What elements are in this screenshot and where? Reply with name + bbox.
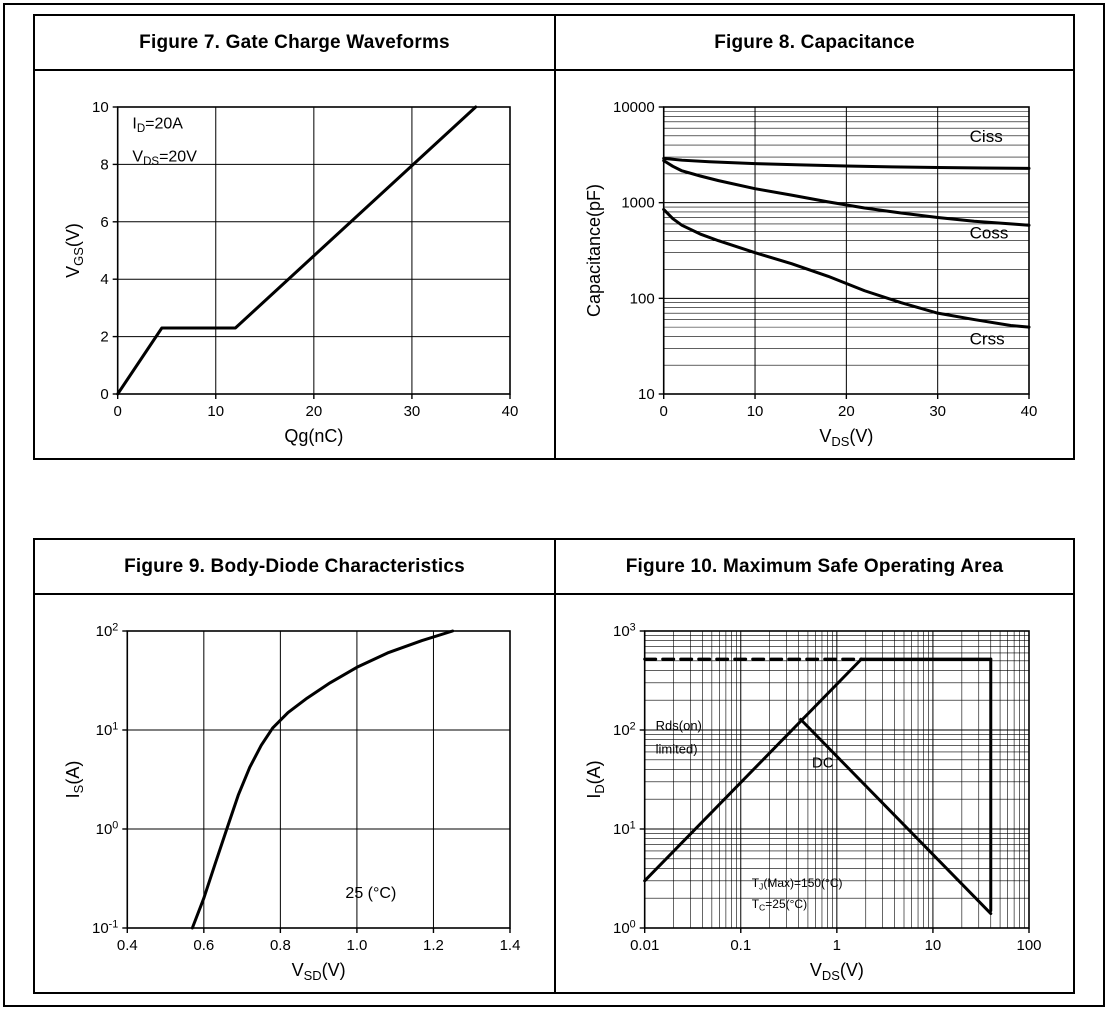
figure7-title: Figure 7. Gate Charge Waveforms xyxy=(35,16,554,71)
figure8-panel: Figure 8. Capacitance xyxy=(554,16,1073,458)
figure9-body-diode-chart xyxy=(35,595,554,992)
figure9-title: Figure 9. Body-Diode Characteristics xyxy=(35,540,554,595)
figure7-gate-charge-chart xyxy=(35,71,554,458)
figure10-soa-chart xyxy=(556,595,1073,992)
figure8-capacitance-chart xyxy=(556,71,1073,458)
figure10-panel: Figure 10. Maximum Safe Operating Area xyxy=(554,540,1073,992)
figure9-body xyxy=(35,595,554,992)
figure7-panel: Figure 7. Gate Charge Waveforms xyxy=(35,16,554,458)
figure10-body xyxy=(556,595,1073,992)
figure10-title: Figure 10. Maximum Safe Operating Area xyxy=(556,540,1073,595)
figure-table-top: Figure 7. Gate Charge Waveforms Figure 8… xyxy=(33,14,1075,460)
figure-table-bottom: Figure 9. Body-Diode Characteristics Fig… xyxy=(33,538,1075,994)
figure8-body xyxy=(556,71,1073,458)
figure7-body xyxy=(35,71,554,458)
figure9-panel: Figure 9. Body-Diode Characteristics xyxy=(35,540,554,992)
figure8-title: Figure 8. Capacitance xyxy=(556,16,1073,71)
